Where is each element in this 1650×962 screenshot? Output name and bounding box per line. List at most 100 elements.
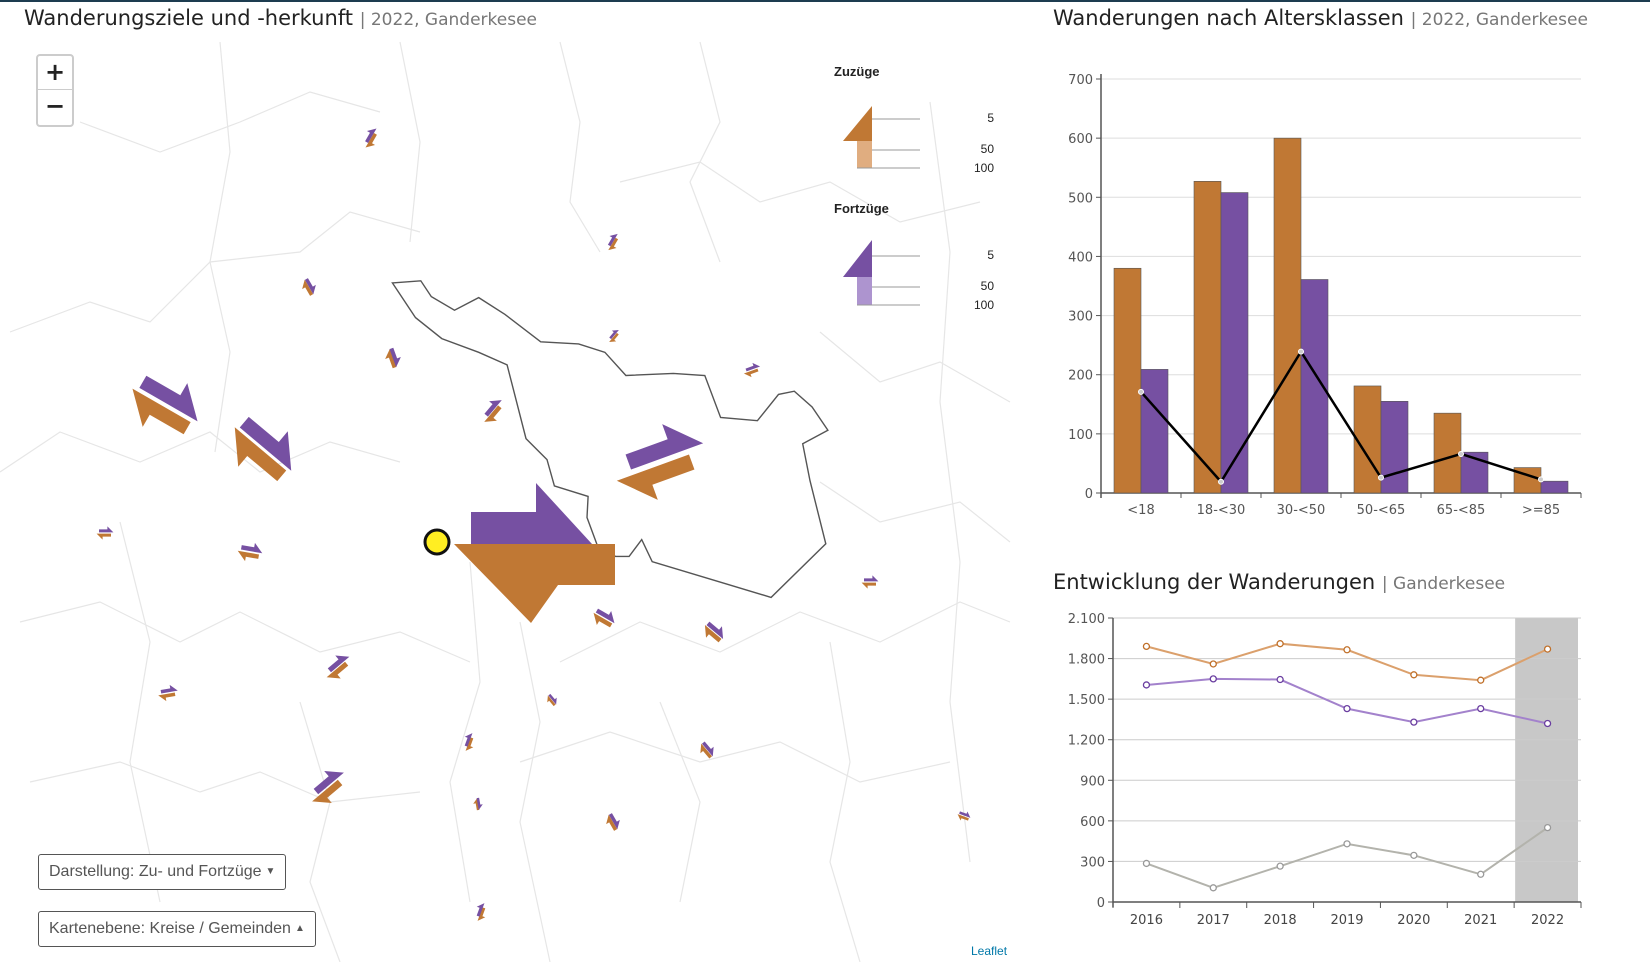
zuzuege-arrow [608,237,619,251]
darstellung-label: Darstellung: Zu- und Fortzüge [49,863,262,880]
y-tick-label: 400 [1068,250,1093,265]
y-tick-label: 0 [1085,487,1093,502]
zuzuege-arrow-main [454,544,615,623]
zoom-in-button[interactable]: + [38,56,72,90]
data-point [1477,870,1485,878]
district-boundary-line [619,161,981,223]
bremen-boundary[interactable] [391,280,829,599]
fortzuege-arrow [464,733,473,747]
zuzuege-arrow [547,695,556,707]
data-point [1410,718,1418,726]
district-boundary-line [689,41,721,263]
migration-map[interactable] [0,2,1015,962]
fortzuege-arrow [476,903,485,917]
bar-panel-title-text: Wanderungen nach Altersklassen [1053,6,1404,30]
legend-zuzuege-title: Zuzüge [834,64,880,79]
district-boundary-line [519,621,551,962]
fortzuege-arrow [239,416,292,471]
zuzuege-arrow [302,279,314,296]
saldo-point [1538,476,1544,483]
zuzuege-arrow [132,388,191,435]
y-tick-label: 0 [1097,896,1105,911]
y-tick-label: 1.800 [1068,653,1105,668]
bar-zuzuege [1273,137,1302,494]
district-boundary-line [0,431,401,473]
zuzuege-arrow [616,454,695,500]
line-panel-title-text: Entwicklung der Wanderungen [1053,570,1376,594]
zoom-control: + − [36,54,74,127]
fortzuege-arrow [706,621,724,639]
kartenebene-label: Kartenebene: Kreise / Gemeinden [49,920,291,937]
x-tick-label: 2017 [1197,913,1230,928]
x-tick-label: 65-<85 [1437,503,1486,518]
data-point [1543,645,1552,653]
legend-zuzuege-value: 100 [973,161,994,175]
data-point [1276,675,1284,684]
y-tick-label: 600 [1080,815,1105,830]
fortzuege-arrow [389,347,401,368]
age-class-bar-chart: 0 100 200 300 400 500 600 700 <18 18-<30 30-<50 50-… [1068,73,1582,518]
fortzuege-arrow [240,542,263,554]
zoom-out-button[interactable]: − [44,92,66,120]
data-point [1343,646,1351,654]
bar-zuzuege [1113,267,1142,494]
fortzuege-arrow [609,329,619,340]
map-title: Wanderungsziele und -herkunft | 2022, Ga… [24,6,537,30]
selected-municipality-marker[interactable] [423,528,451,556]
district-boundary-line [209,41,231,453]
leaflet-attribution-link[interactable]: Leaflet [971,944,1008,958]
zuzuege-arrow [957,814,969,821]
fortzuege-arrow [327,655,350,673]
data-point [1276,862,1284,870]
x-tick-label: 2018 [1264,913,1297,928]
bar-fortzuege [1540,480,1569,494]
data-point [1477,704,1485,713]
district-boundary-line [9,211,421,333]
data-point [1543,719,1552,728]
data-point [1477,676,1485,684]
kartenebene-dropdown[interactable]: Kartenebene: Kreise / Gemeinden ▲ [38,911,316,947]
zuzuege-arrow [365,132,377,148]
legend-zuzuege-value: 5 [987,111,994,125]
y-tick-label: 500 [1068,191,1093,206]
fortzuege-arrow [476,797,483,810]
saldo-point [1218,478,1224,485]
x-tick-label: 2021 [1464,913,1497,928]
x-tick-label: 2020 [1397,913,1430,928]
zuzuege-arrow [606,814,618,831]
bar-fortzuege [1140,369,1169,494]
legend-fortzuege-value: 5 [987,248,994,262]
darstellung-dropdown[interactable]: Darstellung: Zu- und Fortzüge ▼ [38,854,287,890]
x-tick-label: 30-<50 [1277,503,1326,518]
bar-zuzuege [1353,385,1382,494]
fortzuege-arrow [864,575,879,582]
y-tick-label: 900 [1080,774,1105,789]
line-panel-subtitle: | Ganderkesee [1381,574,1506,594]
map-subtitle: | 2022, Ganderkesee [359,10,538,30]
legend-symbols [843,106,920,306]
y-tick-label: 600 [1068,132,1093,147]
fortzuege-arrow [745,362,761,372]
data-point [1343,840,1351,848]
fortzuege-arrow [160,684,178,694]
y-tick-label: 700 [1068,73,1093,88]
x-tick-label: 2016 [1130,913,1163,928]
district-boundary-line [19,601,471,663]
saldo-line [1140,349,1542,484]
fortzuege-arrow [548,693,557,705]
y-tick-label: 100 [1068,428,1093,443]
zuzuege-arrow [704,625,722,643]
saldo-point [1138,388,1144,395]
x-tick-label: 50-<65 [1357,503,1406,518]
zuzuege-arrow [609,332,619,343]
zuzuege-arrow [237,550,260,562]
data-point [1209,660,1217,668]
saldo-point [1458,450,1464,457]
fortzuege-arrow [484,400,502,417]
series-line-fortzüge [1146,677,1548,725]
fortzuege-arrow [304,278,316,295]
map-title-text: Wanderungsziele und -herkunft [24,6,354,30]
bar-zuzuege [1433,412,1462,494]
district-boundary-line [119,521,161,903]
bar-panel-subtitle: | 2022, Ganderkesee [1410,10,1588,30]
